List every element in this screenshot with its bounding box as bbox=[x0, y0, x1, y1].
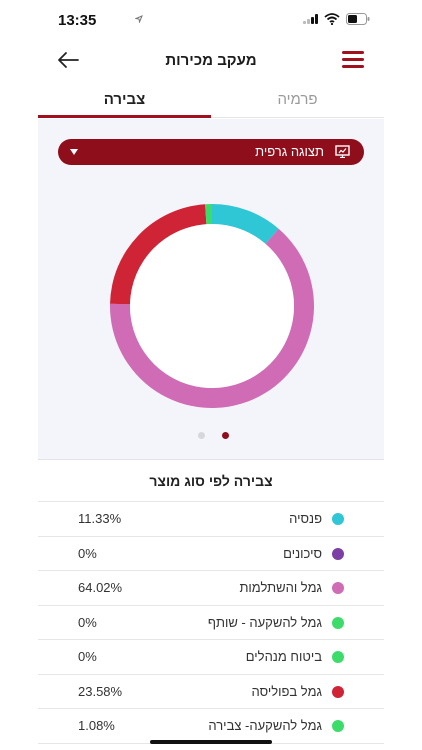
view-mode-dropdown[interactable]: תצוגה גרפית bbox=[58, 139, 364, 165]
product-percentage: 0% bbox=[78, 545, 97, 561]
product-name: פנסיה bbox=[289, 511, 322, 526]
back-arrow-icon[interactable] bbox=[56, 50, 80, 70]
donut-slice-6 bbox=[205, 204, 212, 225]
app-bar: מעקב מכירות bbox=[38, 40, 384, 82]
product-name: גמל להשקעה- צבירה bbox=[208, 718, 322, 733]
product-name: גמל להשקעה - שותף bbox=[207, 614, 322, 630]
view-mode-label: תצוגה גרפית bbox=[255, 144, 324, 159]
product-donut-chart bbox=[109, 204, 314, 408]
menu-line bbox=[342, 58, 364, 61]
legend-color-dot bbox=[332, 513, 344, 525]
page-dot-active[interactable] bbox=[222, 432, 229, 439]
legend-color-dot bbox=[332, 616, 344, 629]
chart-panel: תצוגה גרפית bbox=[38, 119, 384, 460]
presentation-chart-icon bbox=[335, 145, 350, 158]
product-percentage: 0% bbox=[78, 649, 97, 664]
product-row: גמל בפוליסה 23.58% bbox=[38, 675, 384, 709]
donut-slice-5 bbox=[110, 204, 207, 305]
product-name: גמל והשתלמות bbox=[239, 580, 322, 595]
tab-premium[interactable]: פרמיה bbox=[277, 91, 318, 108]
active-tab-indicator bbox=[38, 115, 211, 118]
battery-icon bbox=[346, 13, 370, 25]
legend-color-dot bbox=[332, 685, 344, 698]
product-row: סיכונים 0% bbox=[38, 537, 384, 571]
product-percentage: 11.33% bbox=[78, 511, 122, 526]
donut-hole bbox=[130, 224, 294, 388]
legend-color-dot bbox=[332, 582, 344, 594]
page-dot[interactable] bbox=[198, 432, 205, 439]
product-row: ביטוח מנהלים 0% bbox=[38, 640, 384, 675]
product-row: גמל להשקעה - שותף 0% bbox=[38, 606, 384, 640]
page-title: מעקב מכירות bbox=[165, 52, 257, 69]
donut-slice-0 bbox=[212, 204, 279, 244]
menu-line bbox=[342, 65, 364, 68]
legend-color-dot bbox=[332, 651, 344, 663]
donut-slice-2 bbox=[109, 228, 314, 408]
status-bar: 13:35 bbox=[38, 0, 384, 40]
chart-pagination bbox=[198, 432, 229, 439]
legend-color-dot bbox=[332, 547, 344, 560]
product-percentage: 1.08% bbox=[78, 718, 115, 733]
cellular-signal-icon bbox=[303, 14, 318, 24]
product-row: גמל והשתלמות 64.02% bbox=[38, 571, 384, 606]
product-percentage: 0% bbox=[78, 614, 97, 630]
product-name: ביטוח מנהלים bbox=[245, 649, 322, 664]
product-percentage: 64.02% bbox=[78, 580, 123, 595]
wifi-icon bbox=[324, 13, 340, 25]
section-title: צבירה לפי סוג מוצר bbox=[38, 460, 384, 502]
tab-bar: צבירה פרמיה bbox=[38, 86, 384, 118]
product-name: סיכונים bbox=[283, 545, 322, 561]
menu-line bbox=[342, 51, 364, 54]
product-list: צבירה לפי סוג מוצר פנסיה 11.33% סיכונים 0% ג… bbox=[38, 460, 384, 744]
product-name: גמל בפוליסה bbox=[251, 683, 322, 699]
home-indicator bbox=[150, 740, 272, 744]
status-time: 13:35 bbox=[58, 12, 97, 29]
location-arrow-icon bbox=[135, 15, 143, 23]
legend-color-dot bbox=[332, 720, 344, 732]
hamburger-menu-button[interactable] bbox=[342, 51, 364, 69]
product-row: גמל להשקעה- צבירה 1.08% bbox=[38, 709, 384, 744]
dropdown-caret-icon bbox=[70, 149, 78, 155]
product-row: פנסיה 11.33% bbox=[38, 502, 384, 537]
product-percentage: 23.58% bbox=[78, 683, 123, 699]
tab-accumulation[interactable]: צבירה bbox=[103, 91, 146, 108]
